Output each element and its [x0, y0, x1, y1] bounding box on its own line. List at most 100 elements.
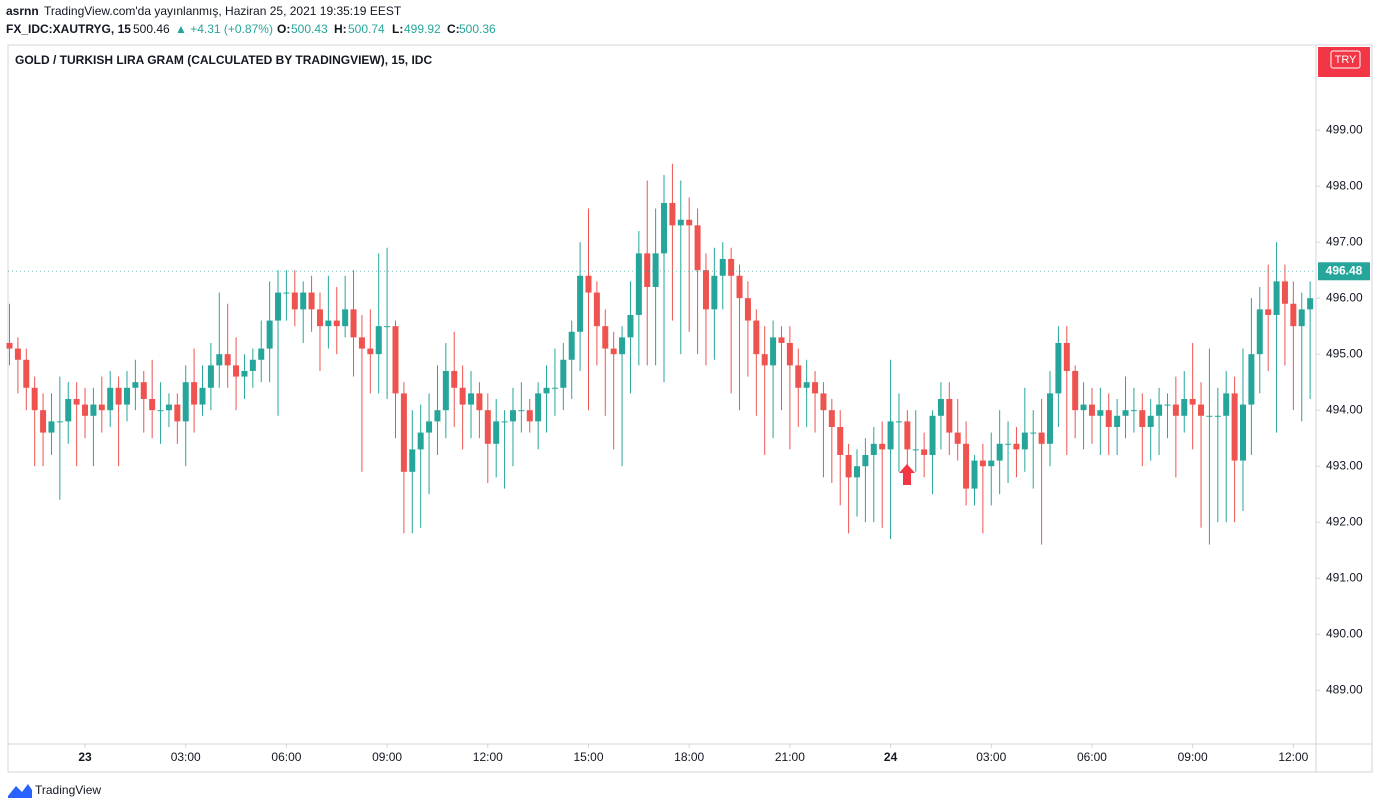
candle-body — [40, 410, 47, 433]
candle-body — [392, 326, 399, 394]
candle-body — [1265, 309, 1272, 315]
candle-body — [577, 275, 584, 332]
candle-body — [1038, 432, 1045, 444]
candle-body — [669, 202, 676, 226]
candle-body — [241, 370, 248, 377]
candle-body — [862, 454, 869, 467]
y-tick-label: 493.00 — [1326, 458, 1363, 472]
c-value: 500.36 — [459, 22, 496, 36]
candle-body — [1273, 281, 1280, 315]
candle-body — [837, 426, 844, 455]
candle-body — [996, 443, 1003, 461]
candle-body — [291, 292, 298, 310]
candle-body — [325, 320, 332, 327]
candle-body — [459, 387, 466, 405]
last-price-label: 496.48 — [1326, 263, 1363, 277]
candle-body — [870, 443, 877, 455]
candle-body — [73, 398, 80, 405]
plot — [6, 163, 1314, 545]
candle-body — [1047, 393, 1054, 444]
candle-body — [744, 298, 751, 321]
candle-body — [1298, 309, 1305, 327]
candle-body — [417, 432, 424, 450]
candle-body — [1223, 393, 1230, 416]
candle-body — [946, 398, 953, 433]
y-tick-label: 492.00 — [1326, 514, 1363, 528]
candle-body — [1105, 410, 1112, 427]
h-label: H: — [334, 22, 347, 36]
candle-body — [778, 337, 785, 343]
x-tick-label: 15:00 — [573, 750, 603, 764]
arrow-annotation — [899, 464, 915, 485]
candle-body — [14, 348, 21, 360]
candle-body — [1214, 415, 1221, 417]
x-tick-label: 06:00 — [271, 750, 301, 764]
candle-body — [1130, 410, 1137, 412]
candle-body — [887, 421, 894, 450]
y-tick-label: 498.00 — [1326, 178, 1363, 192]
candle-body — [845, 454, 852, 478]
candle-body — [65, 398, 72, 422]
candle-body — [518, 410, 525, 412]
candle-body — [409, 449, 416, 472]
candle-body — [316, 309, 323, 327]
candle-body — [199, 387, 206, 405]
candle-body — [149, 398, 156, 411]
candle-body — [585, 275, 592, 293]
candle-body — [207, 365, 214, 388]
candle-body — [593, 292, 600, 327]
candle-body — [694, 225, 701, 271]
candle-body — [560, 359, 567, 388]
candle-body — [1164, 404, 1171, 406]
candle-body — [627, 314, 634, 338]
candle-body — [1088, 404, 1095, 416]
y-tick-label: 497.00 — [1326, 234, 1363, 248]
candle-body — [367, 348, 374, 355]
chart-title: GOLD / TURKISH LIRA GRAM (CALCULATED BY … — [15, 53, 432, 67]
y-tick-label: 496.00 — [1326, 290, 1363, 304]
candle-body — [182, 382, 189, 422]
candle-body — [1013, 443, 1020, 450]
frame — [7, 44, 1373, 773]
candle-body — [216, 354, 223, 366]
x-tick-label: 03:00 — [976, 750, 1006, 764]
candle-body — [90, 404, 97, 416]
y-tick-label: 490.00 — [1326, 626, 1363, 640]
candle-body — [350, 309, 357, 338]
candle-body — [1290, 303, 1297, 327]
y-tick-label: 499.00 — [1326, 122, 1363, 136]
candle-body — [828, 410, 835, 427]
l-label: L: — [392, 22, 403, 36]
x-tick-label: 24 — [884, 750, 898, 764]
candle-body — [358, 337, 365, 349]
candle-body — [1239, 404, 1246, 461]
h-value: 500.74 — [348, 22, 385, 36]
last-price-box — [1318, 262, 1370, 281]
symbol: FX_IDC:XAUTRYG, 15 — [6, 22, 131, 36]
candle-body — [644, 253, 651, 287]
candle-body — [31, 387, 38, 411]
candle-body — [1189, 398, 1196, 405]
candle-body — [954, 432, 961, 444]
candle-body — [115, 387, 122, 405]
candle-body — [224, 354, 231, 366]
candle-body — [1181, 398, 1188, 416]
brand: TradingView — [35, 783, 101, 797]
candle-body — [988, 460, 995, 467]
candle-body — [258, 348, 265, 360]
x-tick-label: 09:00 — [372, 750, 402, 764]
x-tick-label: 06:00 — [1077, 750, 1107, 764]
candle-body — [283, 292, 290, 294]
candle-body — [233, 365, 240, 377]
candle-body — [23, 359, 30, 388]
candle-body — [484, 410, 491, 444]
candle-body — [165, 404, 172, 411]
y-tick-label: 495.00 — [1326, 346, 1363, 360]
candle-body — [786, 342, 793, 366]
candle-body — [854, 466, 861, 478]
candle-body — [333, 320, 340, 327]
candle-body — [191, 382, 198, 405]
candle-body — [1021, 432, 1028, 450]
candle-body — [400, 393, 407, 472]
o-label: O: — [277, 22, 290, 36]
